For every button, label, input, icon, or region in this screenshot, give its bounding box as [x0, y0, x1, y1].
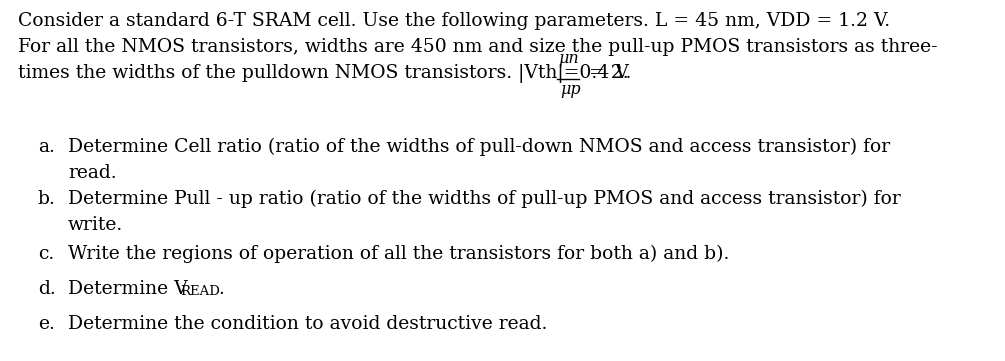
- Text: write.: write.: [68, 216, 124, 234]
- Text: d.: d.: [38, 280, 55, 298]
- Text: = 2.: = 2.: [583, 64, 628, 82]
- Text: Determine Cell ratio (ratio of the widths of pull-down NMOS and access transisto: Determine Cell ratio (ratio of the width…: [68, 138, 890, 156]
- Text: times the widths of the pulldown NMOS transistors. |Vth|=0.4 V.: times the widths of the pulldown NMOS tr…: [18, 64, 631, 83]
- Text: Consider a standard 6-T SRAM cell. Use the following parameters. L = 45 nm, VDD : Consider a standard 6-T SRAM cell. Use t…: [18, 12, 890, 30]
- Text: μn: μn: [558, 50, 579, 67]
- Text: For all the NMOS transistors, widths are 450 nm and size the pull-up PMOS transi: For all the NMOS transistors, widths are…: [18, 38, 938, 56]
- Text: μp: μp: [560, 81, 581, 98]
- Text: e.: e.: [38, 315, 55, 333]
- Text: Write the regions of operation of all the transistors for both a) and b).: Write the regions of operation of all th…: [68, 245, 730, 263]
- Text: c.: c.: [38, 245, 54, 263]
- Text: a.: a.: [38, 138, 55, 156]
- Text: Determine the condition to avoid destructive read.: Determine the condition to avoid destruc…: [68, 315, 548, 333]
- Text: .: .: [218, 280, 224, 298]
- Text: Determine V: Determine V: [68, 280, 188, 298]
- Text: READ: READ: [180, 285, 220, 298]
- Text: read.: read.: [68, 164, 117, 182]
- Text: Determine Pull - up ratio (ratio of the widths of pull-up PMOS and access transi: Determine Pull - up ratio (ratio of the …: [68, 190, 900, 208]
- Text: b.: b.: [38, 190, 56, 208]
